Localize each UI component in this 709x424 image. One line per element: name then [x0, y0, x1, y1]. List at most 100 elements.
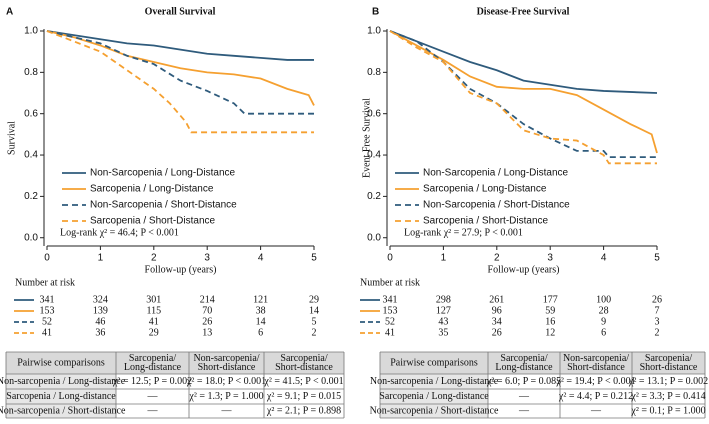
risk-count: 36 [95, 327, 105, 338]
risk-count: 14 [309, 305, 319, 316]
table-cell: Non-sarcopenia / Short-distance [370, 405, 499, 416]
table-header-bg [6, 352, 344, 374]
risk-count: 177 [543, 294, 558, 305]
table-cell: χ² = 19.4; P < 0.001 [555, 376, 635, 387]
y-tick-label: 0.6 [24, 108, 38, 119]
legend-label: Sarcopenia / Short-Distance [423, 216, 549, 227]
table-header: Pairwise comparisons [17, 357, 105, 368]
y-tick-label: 0.8 [24, 67, 38, 78]
x-tick-label: 5 [311, 253, 317, 264]
y-tick-label: 0.0 [367, 232, 381, 243]
table-header: Short-distance [640, 362, 698, 373]
annotation: Log-rank χ² = 27.9; P < 0.001 [404, 227, 523, 238]
risk-count: 2 [655, 327, 660, 338]
survival-curve [389, 30, 657, 165]
risk-count: 261 [489, 294, 504, 305]
survival-curve [46, 30, 314, 61]
table-cell: — [518, 391, 530, 402]
table-header-bg [380, 352, 705, 374]
y-axis-label: Survival [6, 121, 17, 155]
table-cell: χ² = 13.1; P = 0.002 [628, 376, 708, 387]
table-header: Short-distance [198, 362, 256, 373]
y-tick-label: 0.4 [367, 150, 381, 161]
risk-count: 46 [95, 316, 105, 327]
x-tick-label: 4 [258, 253, 264, 264]
risk-count: 59 [545, 305, 555, 316]
x-axis-label: Follow-up (years) [145, 264, 217, 275]
table-cell: — [221, 405, 233, 416]
x-tick-label: 0 [387, 253, 393, 264]
chart-title: Overall Survival [145, 6, 216, 17]
table-cell: Sarcopenia / Long-distance [379, 391, 489, 402]
risk-count: 26 [492, 327, 502, 338]
survival-curve [46, 30, 314, 115]
x-tick-label: 1 [98, 253, 104, 264]
table-firstcol-bg [6, 374, 116, 418]
x-tick-label: 3 [547, 253, 553, 264]
y-tick-label: 0.8 [367, 67, 381, 78]
table-cell: Non-sarcopenia / Short-distance [0, 405, 126, 416]
risk-count: 26 [652, 294, 662, 305]
risk-count: 153 [383, 305, 398, 316]
table-header: Long-distance [495, 362, 553, 373]
risk-count: 127 [436, 305, 451, 316]
legend-label: Non-Sarcopenia / Short-Distance [423, 200, 570, 211]
risk-count: 35 [438, 327, 448, 338]
risk-count: 38 [256, 305, 266, 316]
panel-label: A [6, 7, 13, 18]
risk-count: 52 [385, 316, 395, 327]
legend-label: Non-Sarcopenia / Long-Distance [90, 168, 236, 179]
legend-label: Sarcopenia / Long-Distance [90, 184, 214, 195]
x-tick-label: 3 [204, 253, 210, 264]
table-header: Sarcopenia/ [129, 353, 176, 364]
risk-count: 3 [655, 316, 660, 327]
survival-curve [389, 30, 658, 94]
y-tick-label: 1.0 [24, 26, 38, 37]
risk-count: 6 [601, 327, 606, 338]
risk-count: 70 [202, 305, 212, 316]
legend-label: Sarcopenia / Long-Distance [423, 184, 547, 195]
table-cell: χ² = 1.3; P = 1.000 [188, 391, 263, 402]
table-cell: Non-sarcopenia / Long-distance [370, 376, 499, 387]
x-tick-label: 0 [44, 253, 50, 264]
risk-count: 96 [492, 305, 502, 316]
table-cell: — [147, 405, 159, 416]
table-header: Sarcopenia/ [280, 353, 327, 364]
table-cell: χ² = 2.1; P = 0.898 [266, 405, 341, 416]
risk-count: 341 [40, 294, 55, 305]
table-cell: χ² = 0.1; P = 1.000 [630, 405, 705, 416]
risk-count: 26 [202, 316, 212, 327]
survival-curve [46, 30, 315, 106]
table-cell: χ² = 18.0; P < 0.001 [186, 376, 266, 387]
risk-title: Number at risk [360, 277, 420, 288]
risk-count: 28 [599, 305, 609, 316]
legend-label: Sarcopenia / Short-Distance [90, 216, 216, 227]
risk-count: 14 [256, 316, 266, 327]
x-tick-label: 4 [601, 253, 607, 264]
chart-title: Disease-Free Survival [477, 6, 570, 17]
y-tick-label: 0.6 [367, 108, 381, 119]
y-axis-label: Event Free Survival [361, 98, 372, 178]
risk-count: 298 [436, 294, 451, 305]
table-cell: Sarcopenia / Long-distance [6, 391, 116, 402]
table-firstcol-bg [380, 374, 488, 418]
table-cell: χ² = 9.1; P = 0.015 [266, 391, 341, 402]
table-cell: χ² = 4.4; P = 0.212 [558, 391, 633, 402]
risk-count: 139 [93, 305, 108, 316]
risk-count: 214 [200, 294, 215, 305]
panel-label: B [372, 7, 379, 18]
table-header: Sarcopenia/ [645, 353, 692, 364]
risk-title: Number at risk [15, 277, 75, 288]
risk-count: 115 [146, 305, 161, 316]
table-header: Pairwise comparisons [390, 357, 478, 368]
legend-label: Non-Sarcopenia / Long-Distance [423, 168, 569, 179]
risk-count: 34 [492, 316, 502, 327]
y-tick-label: 0.4 [24, 150, 38, 161]
survival-curve [389, 30, 658, 154]
risk-count: 9 [601, 316, 606, 327]
table-header: Non-sarcopenia/ [193, 353, 259, 364]
table-header: Short-distance [567, 362, 625, 373]
risk-count: 7 [655, 305, 660, 316]
risk-count: 16 [545, 316, 555, 327]
